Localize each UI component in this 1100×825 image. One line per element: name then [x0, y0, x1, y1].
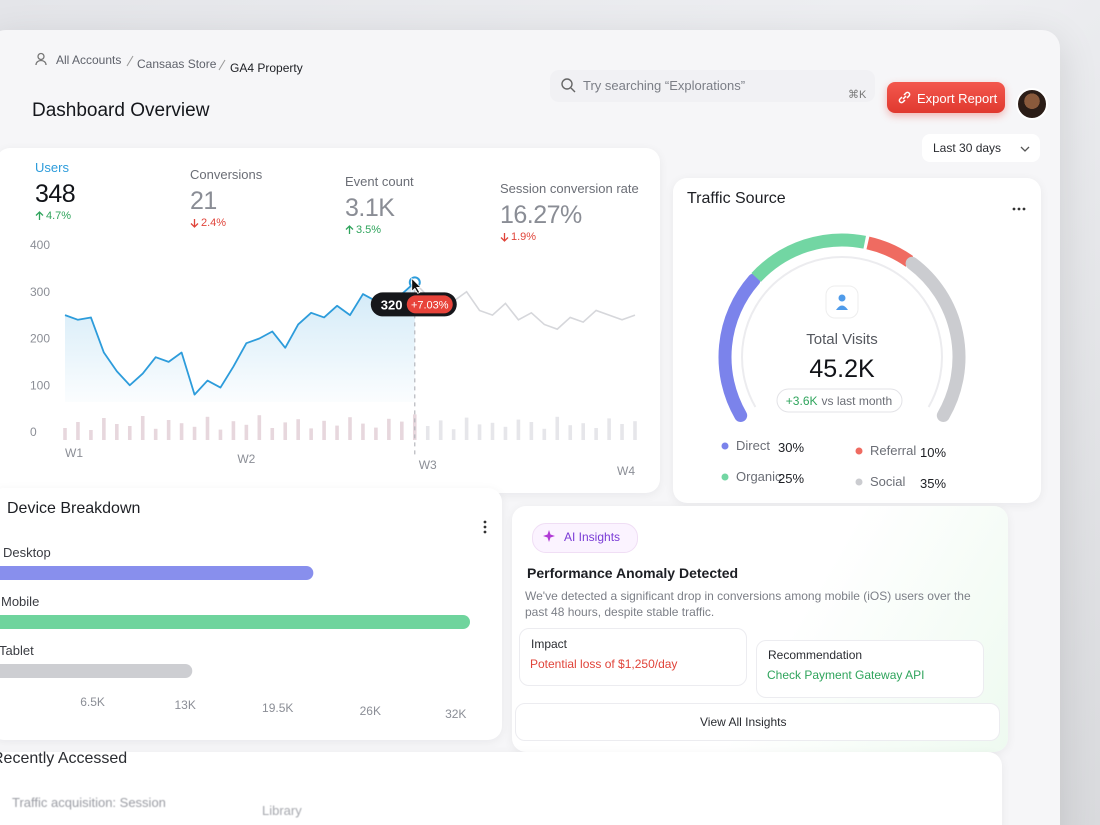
metric-label[interactable]: Users	[35, 160, 69, 175]
accounts-icon	[35, 52, 47, 66]
metric-value: 21	[190, 187, 217, 215]
trend-arrow	[190, 219, 199, 228]
impact-label: Impact	[531, 637, 568, 651]
metric-change: 1.9%	[511, 231, 537, 243]
chevron-icon	[1020, 146, 1030, 152]
search-box[interactable]	[550, 70, 875, 102]
recommendation-label: Recommendation	[768, 648, 863, 662]
breadcrumb-item[interactable]: Cansaas Store	[137, 57, 217, 71]
impact-text: Potential loss of $1,250/day	[530, 657, 678, 671]
view-insights-label[interactable]: View All Insights	[700, 715, 787, 729]
device-card	[0, 488, 502, 740]
metric-change: 4.7%	[46, 210, 72, 222]
avatar[interactable]	[1016, 88, 1048, 120]
sparkle-icon	[543, 530, 555, 542]
trend-arrow	[35, 211, 44, 220]
trend-arrow	[345, 225, 354, 234]
date-range-label[interactable]: Last 30 days	[933, 141, 1002, 155]
view-insights-button[interactable]	[515, 703, 1000, 741]
metric-value: 348	[35, 180, 76, 208]
breadcrumb-item[interactable]: GA4 Property	[230, 61, 303, 75]
metric-value: 3.1K	[345, 194, 395, 222]
traffic-card	[673, 178, 1041, 503]
link-icon	[898, 91, 911, 104]
trend-arrow	[500, 233, 509, 242]
more-icon[interactable]	[1012, 207, 1026, 211]
metric-value: 16.27%	[500, 201, 582, 229]
export-button-label[interactable]: Export Report	[917, 91, 998, 106]
search-shortcut: ⌘K	[848, 89, 867, 101]
insight-body: We've detected a significant drop in con…	[525, 589, 971, 619]
recommendation-text: Check Payment Gateway API	[767, 668, 925, 682]
metric-label[interactable]: Conversions	[190, 167, 263, 182]
card-title: Recently Accessed	[0, 750, 128, 767]
recent-item[interactable]: Library	[262, 803, 302, 818]
search-icon	[561, 78, 576, 93]
card-title: Device Breakdown	[7, 500, 141, 517]
users-card	[0, 148, 660, 493]
recent-card	[0, 752, 1002, 825]
search-placeholder: Try searching “Explorations”	[583, 78, 746, 93]
recent-item[interactable]: Traffic acquisition: Session	[12, 795, 166, 810]
ai-badge-label: AI Insights	[564, 530, 621, 544]
metric-change: 2.4%	[201, 217, 227, 229]
metric-label[interactable]: Session conversion rate	[500, 181, 639, 196]
page-title: Dashboard Overview	[32, 100, 210, 121]
impact-box	[519, 628, 747, 686]
date-range-dropdown[interactable]	[922, 134, 1040, 162]
metric-label[interactable]: Event count	[345, 174, 414, 189]
card-title: Traffic Source	[687, 190, 786, 207]
metric-change: 3.5%	[356, 224, 382, 236]
breadcrumb-separator	[126, 55, 134, 67]
recommendation-box	[756, 640, 984, 698]
more-icon[interactable]	[483, 520, 487, 534]
breadcrumb-item[interactable]: All Accounts	[56, 53, 122, 67]
breadcrumb-separator	[218, 59, 226, 71]
insight-heading: Performance Anomaly Detected	[527, 565, 739, 581]
